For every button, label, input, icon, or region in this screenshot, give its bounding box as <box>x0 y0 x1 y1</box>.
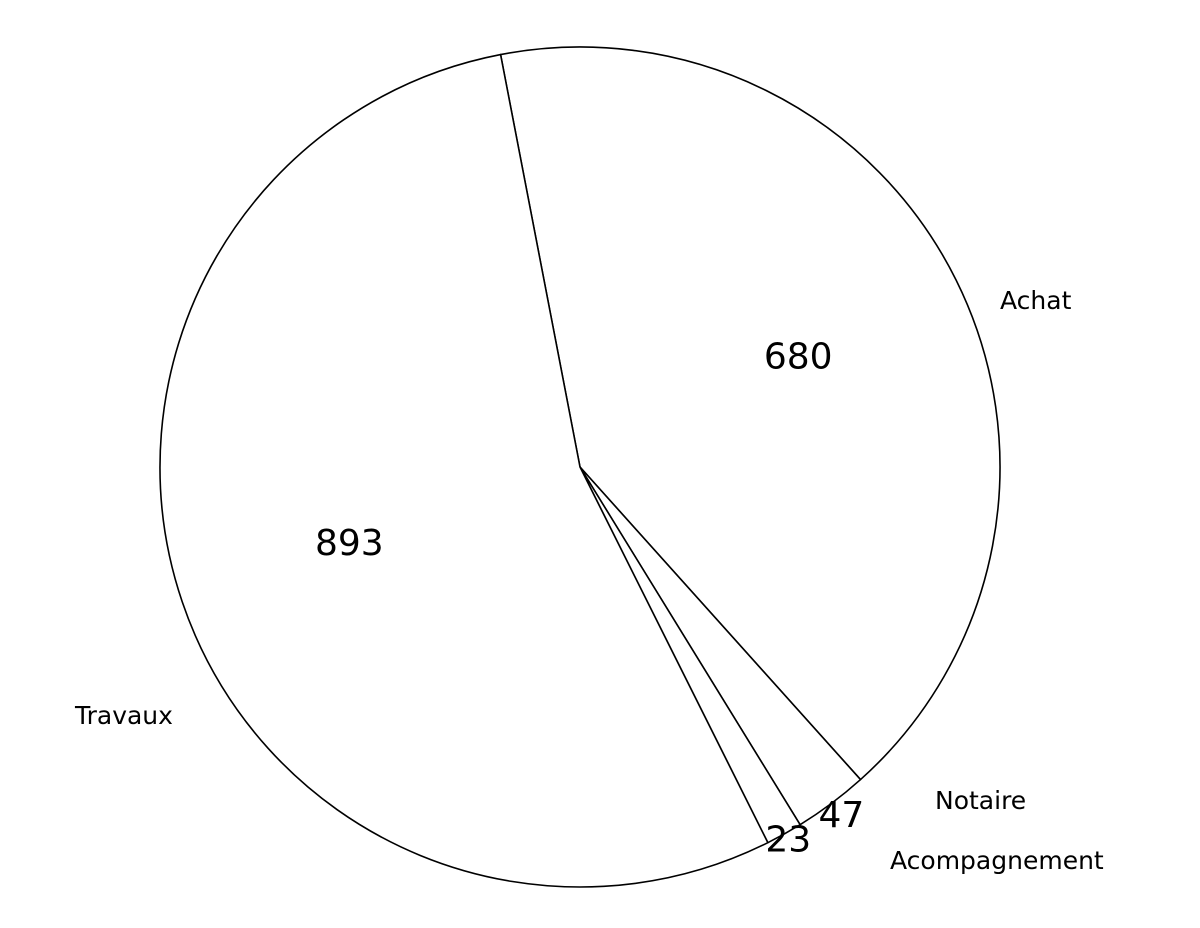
slice-name-label: Travaux <box>74 701 173 730</box>
slice-name-label: Achat <box>1000 286 1072 315</box>
slice-value-label: 680 <box>764 337 833 378</box>
slice-value-label: 47 <box>818 795 864 836</box>
slice-value-label: 23 <box>765 819 811 860</box>
pie-slice-achat <box>499 46 1001 781</box>
pie-labels: 680 Achat 47 Notaire 23 Acompagnement 893 Trava… <box>74 286 1104 875</box>
slice-name-label: Acompagnement <box>890 846 1104 875</box>
pie-slices <box>159 46 1001 888</box>
slice-name-label: Notaire <box>935 786 1026 815</box>
pie-slice-travaux <box>159 53 769 888</box>
slice-value-label: 893 <box>315 523 384 564</box>
